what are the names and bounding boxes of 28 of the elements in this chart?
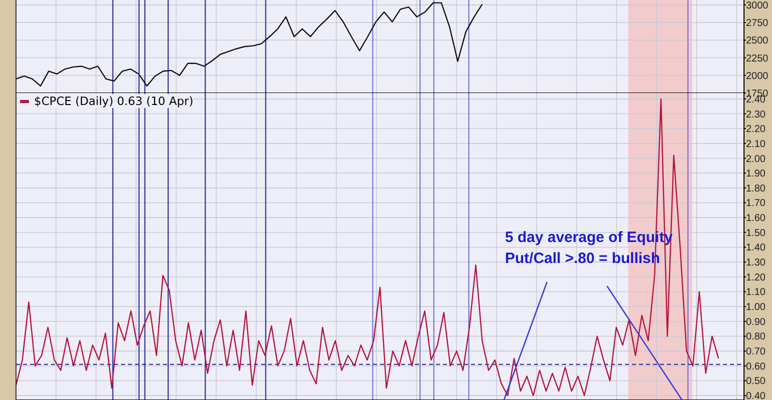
y-tick-label: 2250	[746, 53, 769, 64]
y-tick-label: 2500	[746, 36, 769, 47]
y-tick-label: 1.80	[746, 183, 766, 194]
y-tick-label: 2.00	[746, 154, 766, 165]
y-tick-label: 0.50	[746, 376, 766, 388]
line-series	[16, 2, 483, 87]
y-tick-label: 1.10	[746, 287, 766, 298]
legend-label: $CPCE (Daily) 0.63 (10 Apr)	[34, 94, 194, 108]
y-tick-label: 3000	[746, 0, 769, 12]
y-tick-label: 1.30	[746, 258, 766, 269]
y-tick-label: 2750	[746, 18, 769, 30]
y-tick-label: 0.90	[746, 316, 766, 328]
y-tick-label: 0.70	[746, 346, 766, 358]
y-tick-label: 2.30	[746, 109, 766, 120]
y-tick-label: 2.20	[746, 124, 766, 136]
line-series	[16, 98, 720, 396]
y-tick-label: 1.40	[746, 242, 766, 254]
y-tick-label: 0.60	[746, 361, 766, 372]
y-tick-label: 1.50	[746, 228, 766, 239]
y-tick-label: 0.80	[746, 332, 766, 343]
y-tick-label: 1.70	[746, 198, 766, 210]
y-tick-label: 1.20	[746, 272, 766, 284]
y-tick-label: 0.40	[746, 391, 766, 400]
y-tick-label: 1.00	[746, 302, 766, 314]
y-tick-label: 2000	[746, 70, 769, 82]
y-tick-label: 2.10	[746, 138, 766, 150]
y-tick-label: 1.60	[746, 213, 766, 224]
y-tick-label: 1.90	[746, 168, 766, 180]
